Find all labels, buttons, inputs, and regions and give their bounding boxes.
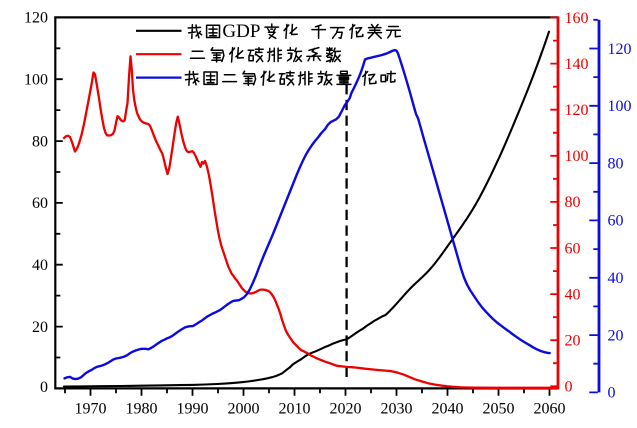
svg-text:80: 80: [565, 194, 581, 211]
svg-text:40: 40: [32, 257, 48, 274]
svg-text:GDP: GDP: [222, 21, 260, 42]
svg-text:60: 60: [608, 213, 624, 230]
svg-text:2000: 2000: [228, 400, 260, 417]
svg-text:0: 0: [608, 385, 616, 402]
svg-text:100: 100: [608, 98, 632, 115]
svg-text:100: 100: [565, 148, 589, 165]
svg-text:80: 80: [608, 155, 624, 172]
svg-text:120: 120: [608, 41, 632, 58]
svg-text:0: 0: [40, 379, 48, 396]
svg-text:120: 120: [24, 10, 48, 27]
svg-text:80: 80: [32, 133, 48, 150]
svg-text:40: 40: [608, 270, 624, 287]
svg-text:60: 60: [32, 195, 48, 212]
svg-text:40: 40: [565, 286, 581, 303]
svg-text:2020: 2020: [330, 400, 362, 417]
svg-text:2040: 2040: [432, 400, 464, 417]
svg-text:120: 120: [565, 102, 589, 119]
svg-text:20: 20: [608, 327, 624, 344]
svg-text:2030: 2030: [381, 400, 413, 417]
svg-text:140: 140: [565, 56, 589, 73]
svg-text:1970: 1970: [75, 400, 107, 417]
svg-text:0: 0: [565, 379, 573, 396]
svg-text:160: 160: [565, 10, 589, 27]
svg-text:1980: 1980: [126, 400, 158, 417]
svg-text:2060: 2060: [534, 400, 566, 417]
svg-text:1990: 1990: [177, 400, 209, 417]
svg-text:2010: 2010: [279, 400, 311, 417]
svg-text:100: 100: [24, 72, 48, 89]
svg-text:20: 20: [565, 333, 581, 350]
svg-text:20: 20: [32, 319, 48, 336]
svg-text:2050: 2050: [483, 400, 515, 417]
svg-text:60: 60: [565, 240, 581, 257]
